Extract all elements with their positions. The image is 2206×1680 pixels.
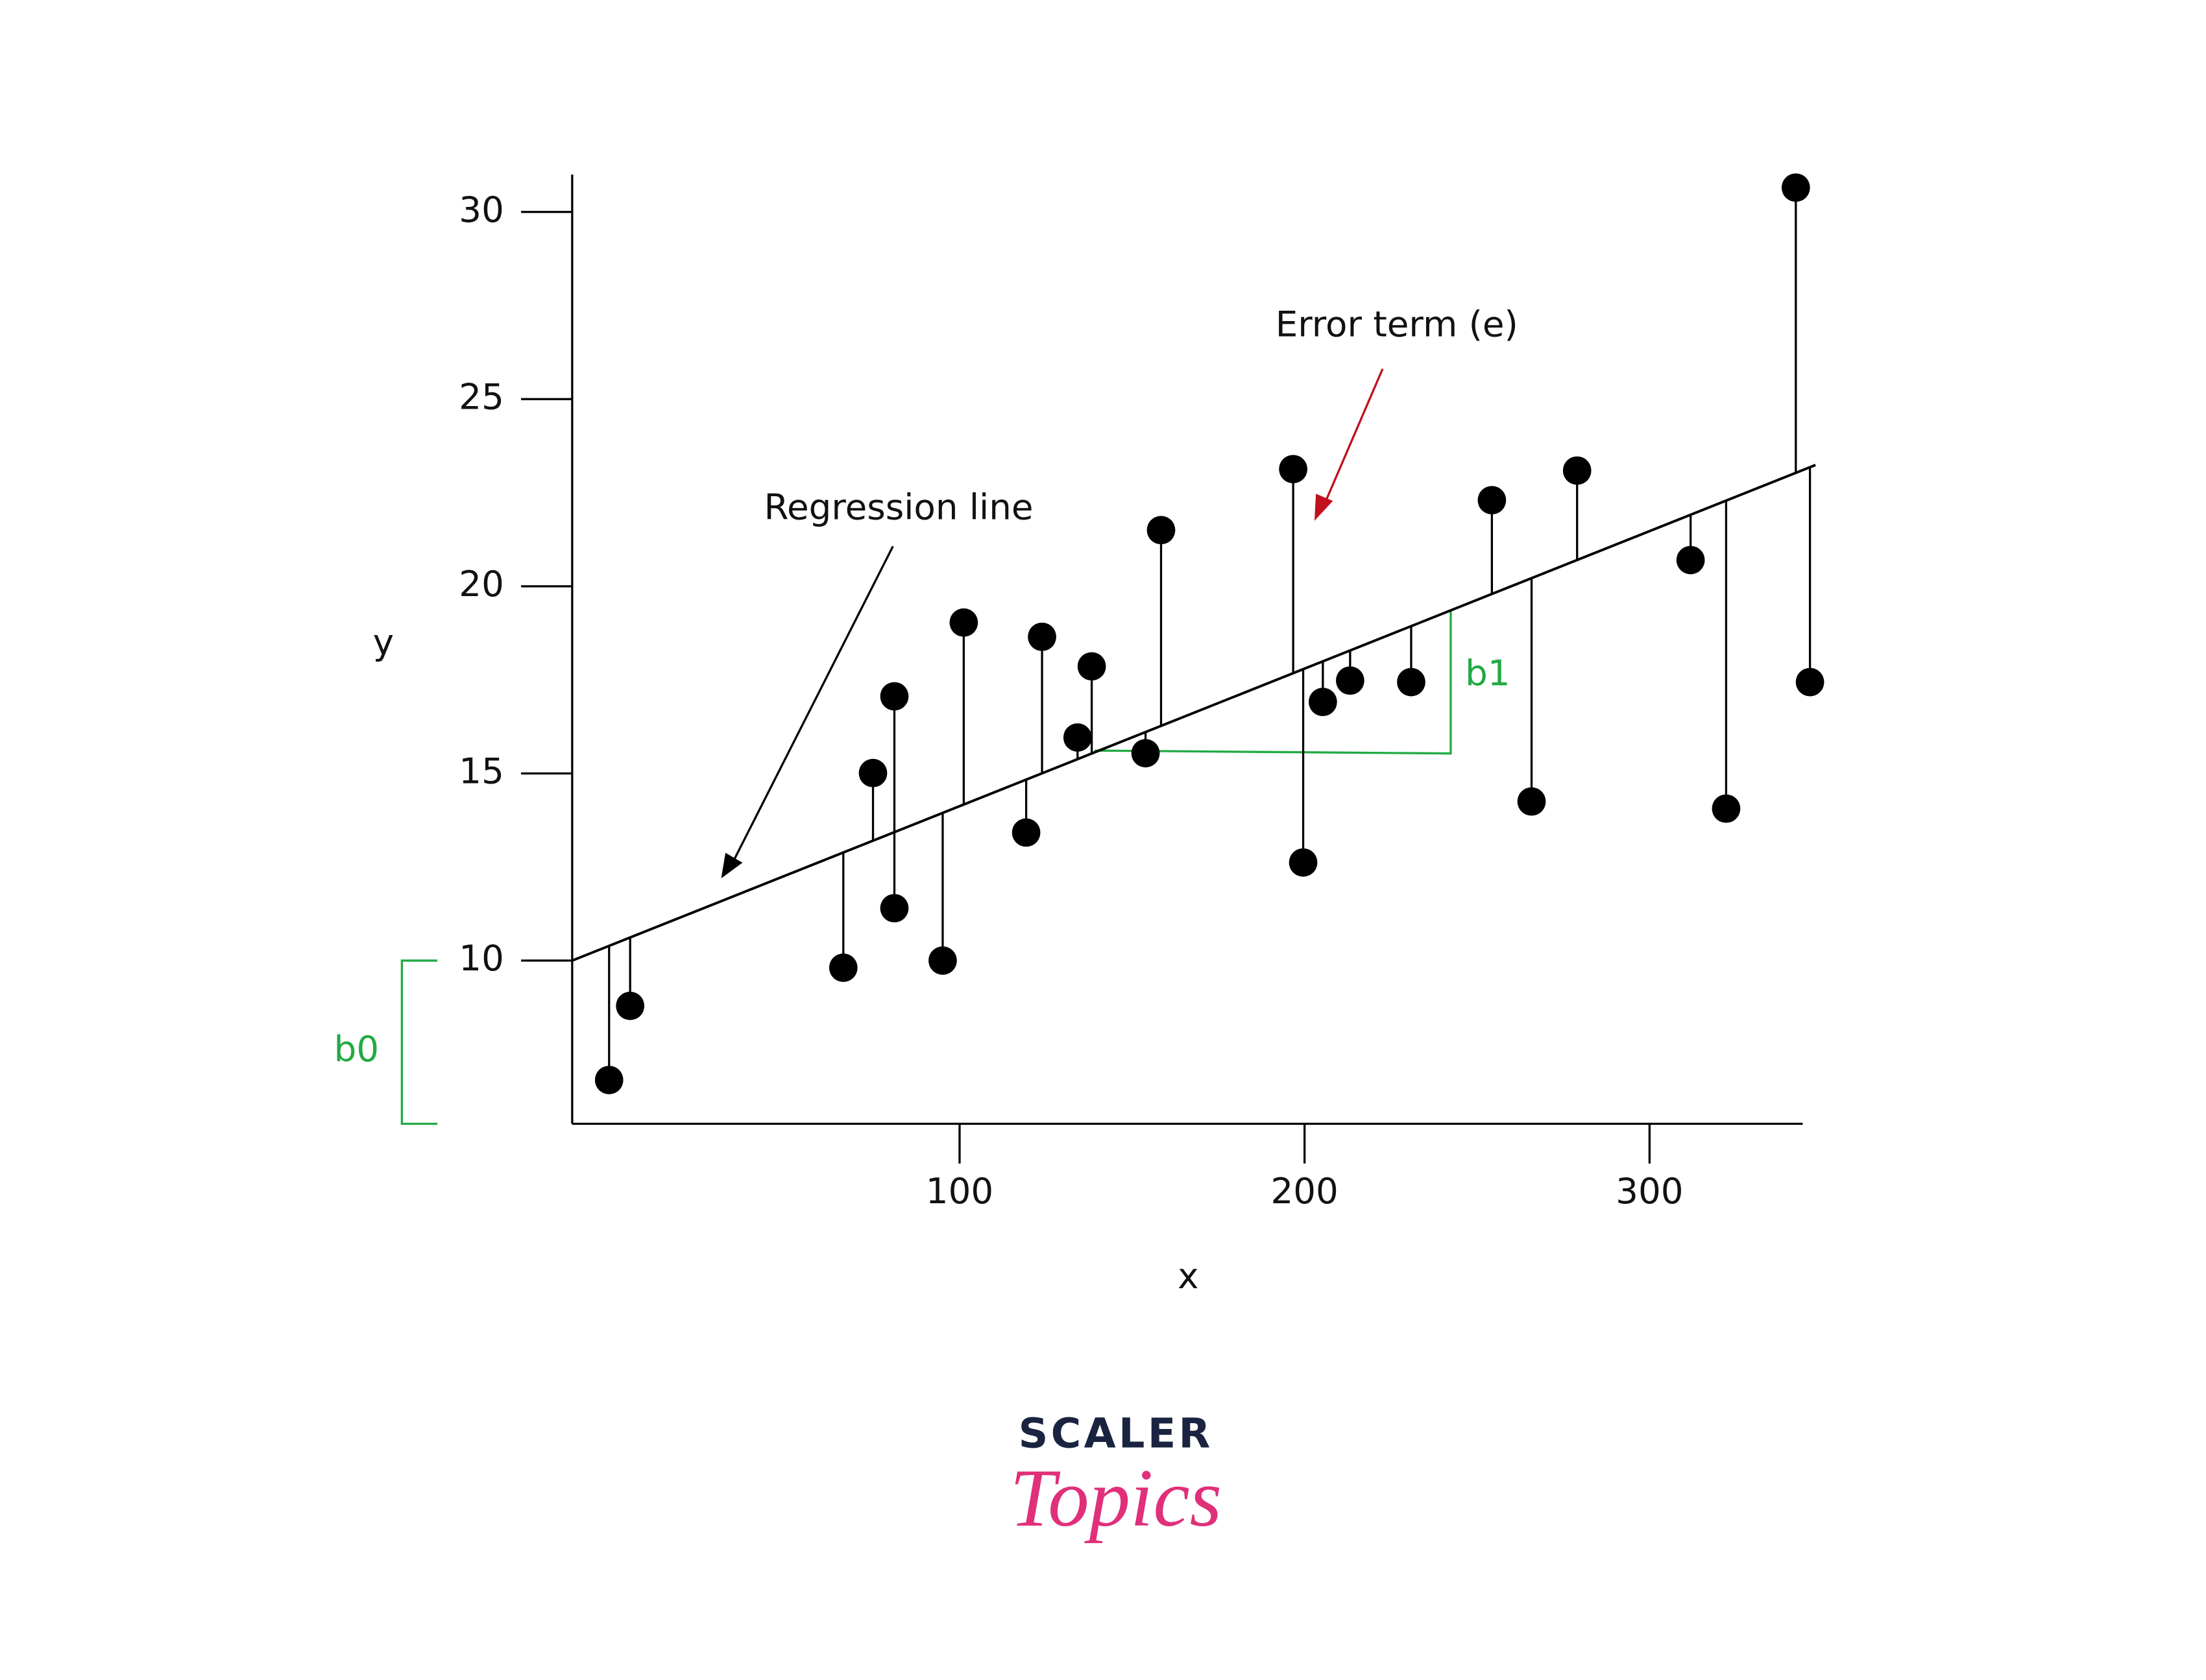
- point: [1308, 688, 1337, 717]
- arrow-head: [721, 852, 743, 879]
- y-tick-label: 15: [459, 750, 504, 791]
- point: [1397, 667, 1425, 697]
- point: [1335, 666, 1364, 695]
- point: [880, 682, 909, 711]
- point: [1781, 173, 1810, 202]
- arrow-head: [1314, 494, 1333, 521]
- b0-bracket: [400, 959, 438, 1125]
- point: [949, 608, 978, 637]
- point: [1517, 787, 1546, 816]
- annotation: Regression line: [764, 486, 1033, 527]
- point: [594, 1066, 624, 1094]
- point: [1795, 667, 1824, 697]
- point: [1146, 516, 1176, 545]
- x-tick-label: 200: [1270, 1170, 1338, 1212]
- point: [1289, 848, 1318, 877]
- point: [928, 946, 957, 975]
- x-tick-label: 300: [1616, 1170, 1683, 1212]
- point: [1012, 818, 1041, 847]
- y-tick-label: 10: [459, 937, 504, 979]
- x-axis-label: x: [1178, 1255, 1198, 1297]
- y-tick-label: 25: [459, 376, 504, 417]
- point: [1562, 456, 1592, 485]
- annotation: Error term (e): [1276, 303, 1518, 344]
- point: [1676, 546, 1705, 575]
- point: [1477, 486, 1507, 514]
- logo-bottom: Topics: [1010, 1453, 1222, 1544]
- point: [858, 758, 888, 787]
- x-tick-label: 100: [926, 1170, 993, 1212]
- point: [1279, 455, 1307, 484]
- point: [1063, 723, 1092, 752]
- point: [1712, 794, 1741, 823]
- arrow: [1320, 368, 1384, 512]
- arrow: [727, 546, 894, 872]
- point: [1131, 739, 1160, 768]
- y-tick-label: 30: [459, 189, 504, 230]
- annotation: b1: [1465, 652, 1510, 693]
- point: [829, 953, 858, 982]
- annotation: b0: [334, 1028, 380, 1070]
- regression-line: [572, 464, 1816, 962]
- b1-triangle: [1094, 610, 1452, 755]
- point: [616, 991, 645, 1020]
- y-axis-label: y: [373, 621, 394, 662]
- logo-top: SCALER: [1019, 1409, 1213, 1457]
- point: [880, 894, 909, 922]
- y-tick-label: 20: [459, 563, 504, 605]
- point: [1077, 652, 1106, 681]
- point: [1028, 622, 1056, 651]
